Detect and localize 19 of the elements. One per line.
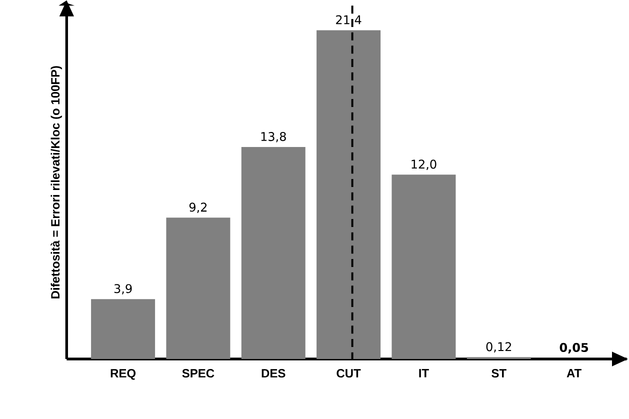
data-label: 9,2 xyxy=(189,202,207,213)
data-label: 3,9 xyxy=(114,284,132,294)
x-tick-label: DES xyxy=(262,369,286,378)
data-label: 12,0 xyxy=(412,160,436,170)
x-tick-label: REQ xyxy=(110,369,136,380)
data-label: 13,8 xyxy=(261,132,286,142)
data-label: 0,12 xyxy=(486,342,512,352)
bar xyxy=(241,147,306,359)
data-label: 0,05 xyxy=(560,342,588,354)
bar xyxy=(316,30,381,359)
bar xyxy=(166,218,230,359)
bar xyxy=(91,299,156,359)
bar xyxy=(392,174,456,359)
x-tick-label: ST xyxy=(492,369,506,378)
y-axis-title: Difettosità = Errori rilevati/Kloc (o 100FP) xyxy=(50,66,62,298)
x-tick-label: CUT xyxy=(336,369,361,378)
x-tick-label: IT xyxy=(419,369,429,378)
x-tick-label: AT xyxy=(566,369,582,378)
x-tick-label: SPEC xyxy=(182,369,214,378)
